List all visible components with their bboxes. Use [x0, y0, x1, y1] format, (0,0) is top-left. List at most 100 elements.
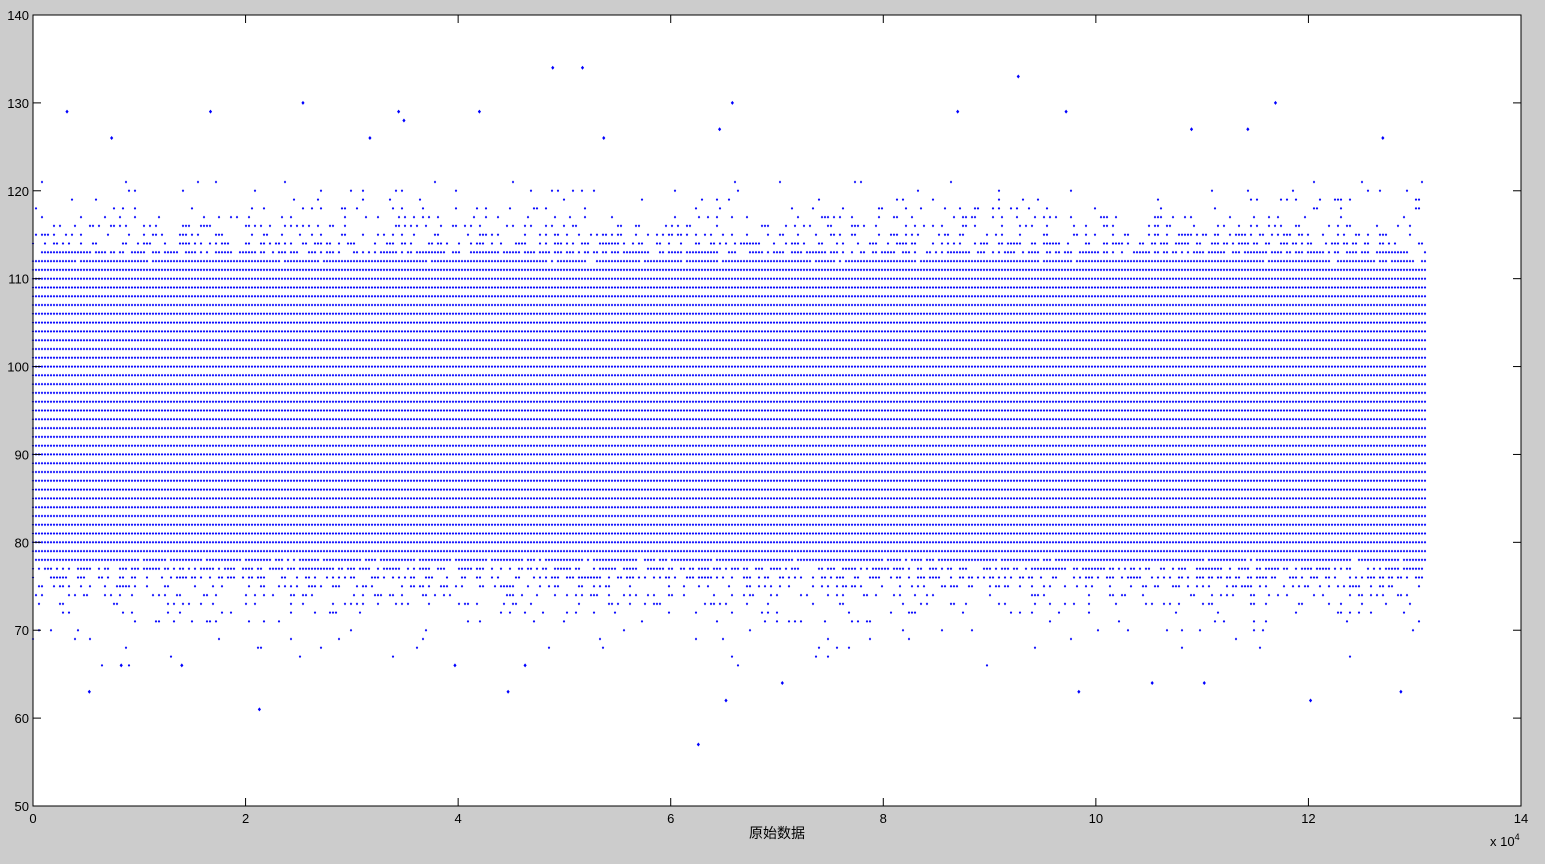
x-tick-label: 6	[667, 811, 674, 826]
x-tick-label: 4	[455, 811, 462, 826]
outlier-point	[1308, 698, 1313, 703]
value-level-row-74	[34, 593, 1409, 597]
outlier-point	[1381, 136, 1385, 141]
outlier-point	[1016, 74, 1020, 79]
value-level-row-88	[31, 470, 1427, 474]
value-level-row-103	[31, 338, 1427, 342]
axes-box	[32, 14, 1522, 807]
y-tick-label: 60	[15, 711, 29, 726]
y-tick-label: 130	[7, 96, 29, 111]
outlier-point	[119, 663, 123, 668]
value-level-row-105	[31, 321, 1427, 325]
outlier-point	[718, 127, 722, 132]
outlier-point	[1202, 680, 1206, 685]
x-tick-label: 0	[29, 811, 36, 826]
y-tick-label: 100	[7, 360, 29, 375]
value-level-row-83	[31, 514, 1427, 518]
value-level-row-97	[31, 391, 1427, 395]
value-level-row-92	[31, 435, 1427, 439]
y-tick-label: 90	[15, 447, 29, 462]
y-tick-label: 140	[7, 8, 29, 23]
value-level-row-106	[31, 312, 1427, 316]
value-level-row-118	[34, 206, 1421, 210]
value-level-row-94	[31, 417, 1427, 421]
outlier-point	[580, 65, 585, 70]
value-level-row-75	[37, 584, 1421, 588]
outlier-point	[65, 109, 69, 114]
value-level-row-109	[31, 286, 1427, 289]
x-tick-label: 2	[242, 811, 249, 826]
outlier-point	[180, 663, 184, 668]
x-tick-label: 10	[1089, 811, 1103, 826]
value-level-row-84	[31, 505, 1427, 509]
value-level-row-77	[31, 567, 1424, 571]
outlier-point	[453, 663, 457, 668]
outlier-point	[780, 680, 784, 685]
outlier-point	[551, 65, 555, 70]
value-level-row-107	[31, 303, 1427, 307]
value-level-row-81	[31, 532, 1427, 535]
outlier-point	[402, 118, 406, 123]
outlier-point	[208, 109, 213, 114]
outlier-point	[110, 136, 114, 141]
value-level-row-91	[31, 444, 1427, 448]
outlier-point	[1077, 689, 1081, 694]
value-level-row-76	[31, 576, 1424, 579]
value-level-row-100	[31, 365, 1427, 369]
outlier-point	[730, 100, 734, 105]
y-tick-label: 50	[15, 799, 29, 814]
value-level-row-87	[31, 479, 1427, 483]
x-tick-label: 8	[880, 811, 887, 826]
value-level-row-96	[31, 400, 1427, 404]
value-level-row-89	[31, 461, 1427, 465]
value-level-row-114	[31, 242, 1424, 245]
outlier-point	[506, 689, 510, 694]
value-level-row-104	[31, 329, 1427, 333]
value-level-row-111	[31, 268, 1427, 272]
value-level-row-78	[34, 558, 1427, 562]
value-level-row-102	[31, 347, 1427, 351]
outlier-point	[602, 136, 606, 141]
value-level-row-113	[40, 250, 1427, 254]
outlier-point	[523, 663, 527, 668]
outlier-point	[724, 698, 728, 703]
value-level-row-80	[31, 540, 1427, 544]
value-level-row-85	[31, 496, 1427, 500]
value-level-row-112	[31, 259, 1427, 263]
value-level-row-79	[31, 549, 1427, 553]
value-level-row-90	[31, 452, 1427, 456]
value-level-row-99	[31, 373, 1427, 377]
outlier-point	[477, 109, 481, 114]
value-level-row-82	[31, 523, 1427, 527]
x-axis-label: 原始数据	[749, 826, 805, 842]
outlier-point	[1246, 127, 1250, 132]
value-level-row-95	[31, 409, 1427, 412]
outlier-point	[1189, 127, 1194, 132]
outlier-point	[1150, 680, 1154, 685]
y-tick-label: 110	[8, 272, 29, 287]
value-level-row-101	[31, 356, 1427, 360]
y-tick-label: 80	[15, 535, 29, 550]
outlier-point	[87, 689, 91, 694]
y-tick-label: 120	[7, 184, 29, 199]
x-tick-label: 12	[1301, 811, 1315, 826]
value-level-row-86	[31, 488, 1427, 492]
outlier-point	[301, 100, 305, 105]
y-tick-label: 70	[15, 623, 29, 638]
outlier-point	[257, 707, 261, 712]
outlier-point	[1064, 109, 1068, 114]
value-level-row-72	[61, 611, 1406, 615]
outlier-point	[368, 136, 372, 141]
outlier-point	[696, 742, 700, 747]
value-level-row-93	[31, 426, 1427, 430]
value-level-row-71	[133, 619, 1421, 623]
x-multiplier-label: x 104	[1490, 832, 1520, 849]
value-level-row-68	[124, 646, 1262, 650]
outlier-point	[1273, 100, 1278, 105]
outlier-point	[397, 109, 401, 114]
value-level-row-110	[31, 277, 1427, 281]
value-level-row-98	[31, 382, 1427, 386]
outlier-point	[956, 109, 960, 114]
value-level-row-108	[31, 294, 1427, 298]
